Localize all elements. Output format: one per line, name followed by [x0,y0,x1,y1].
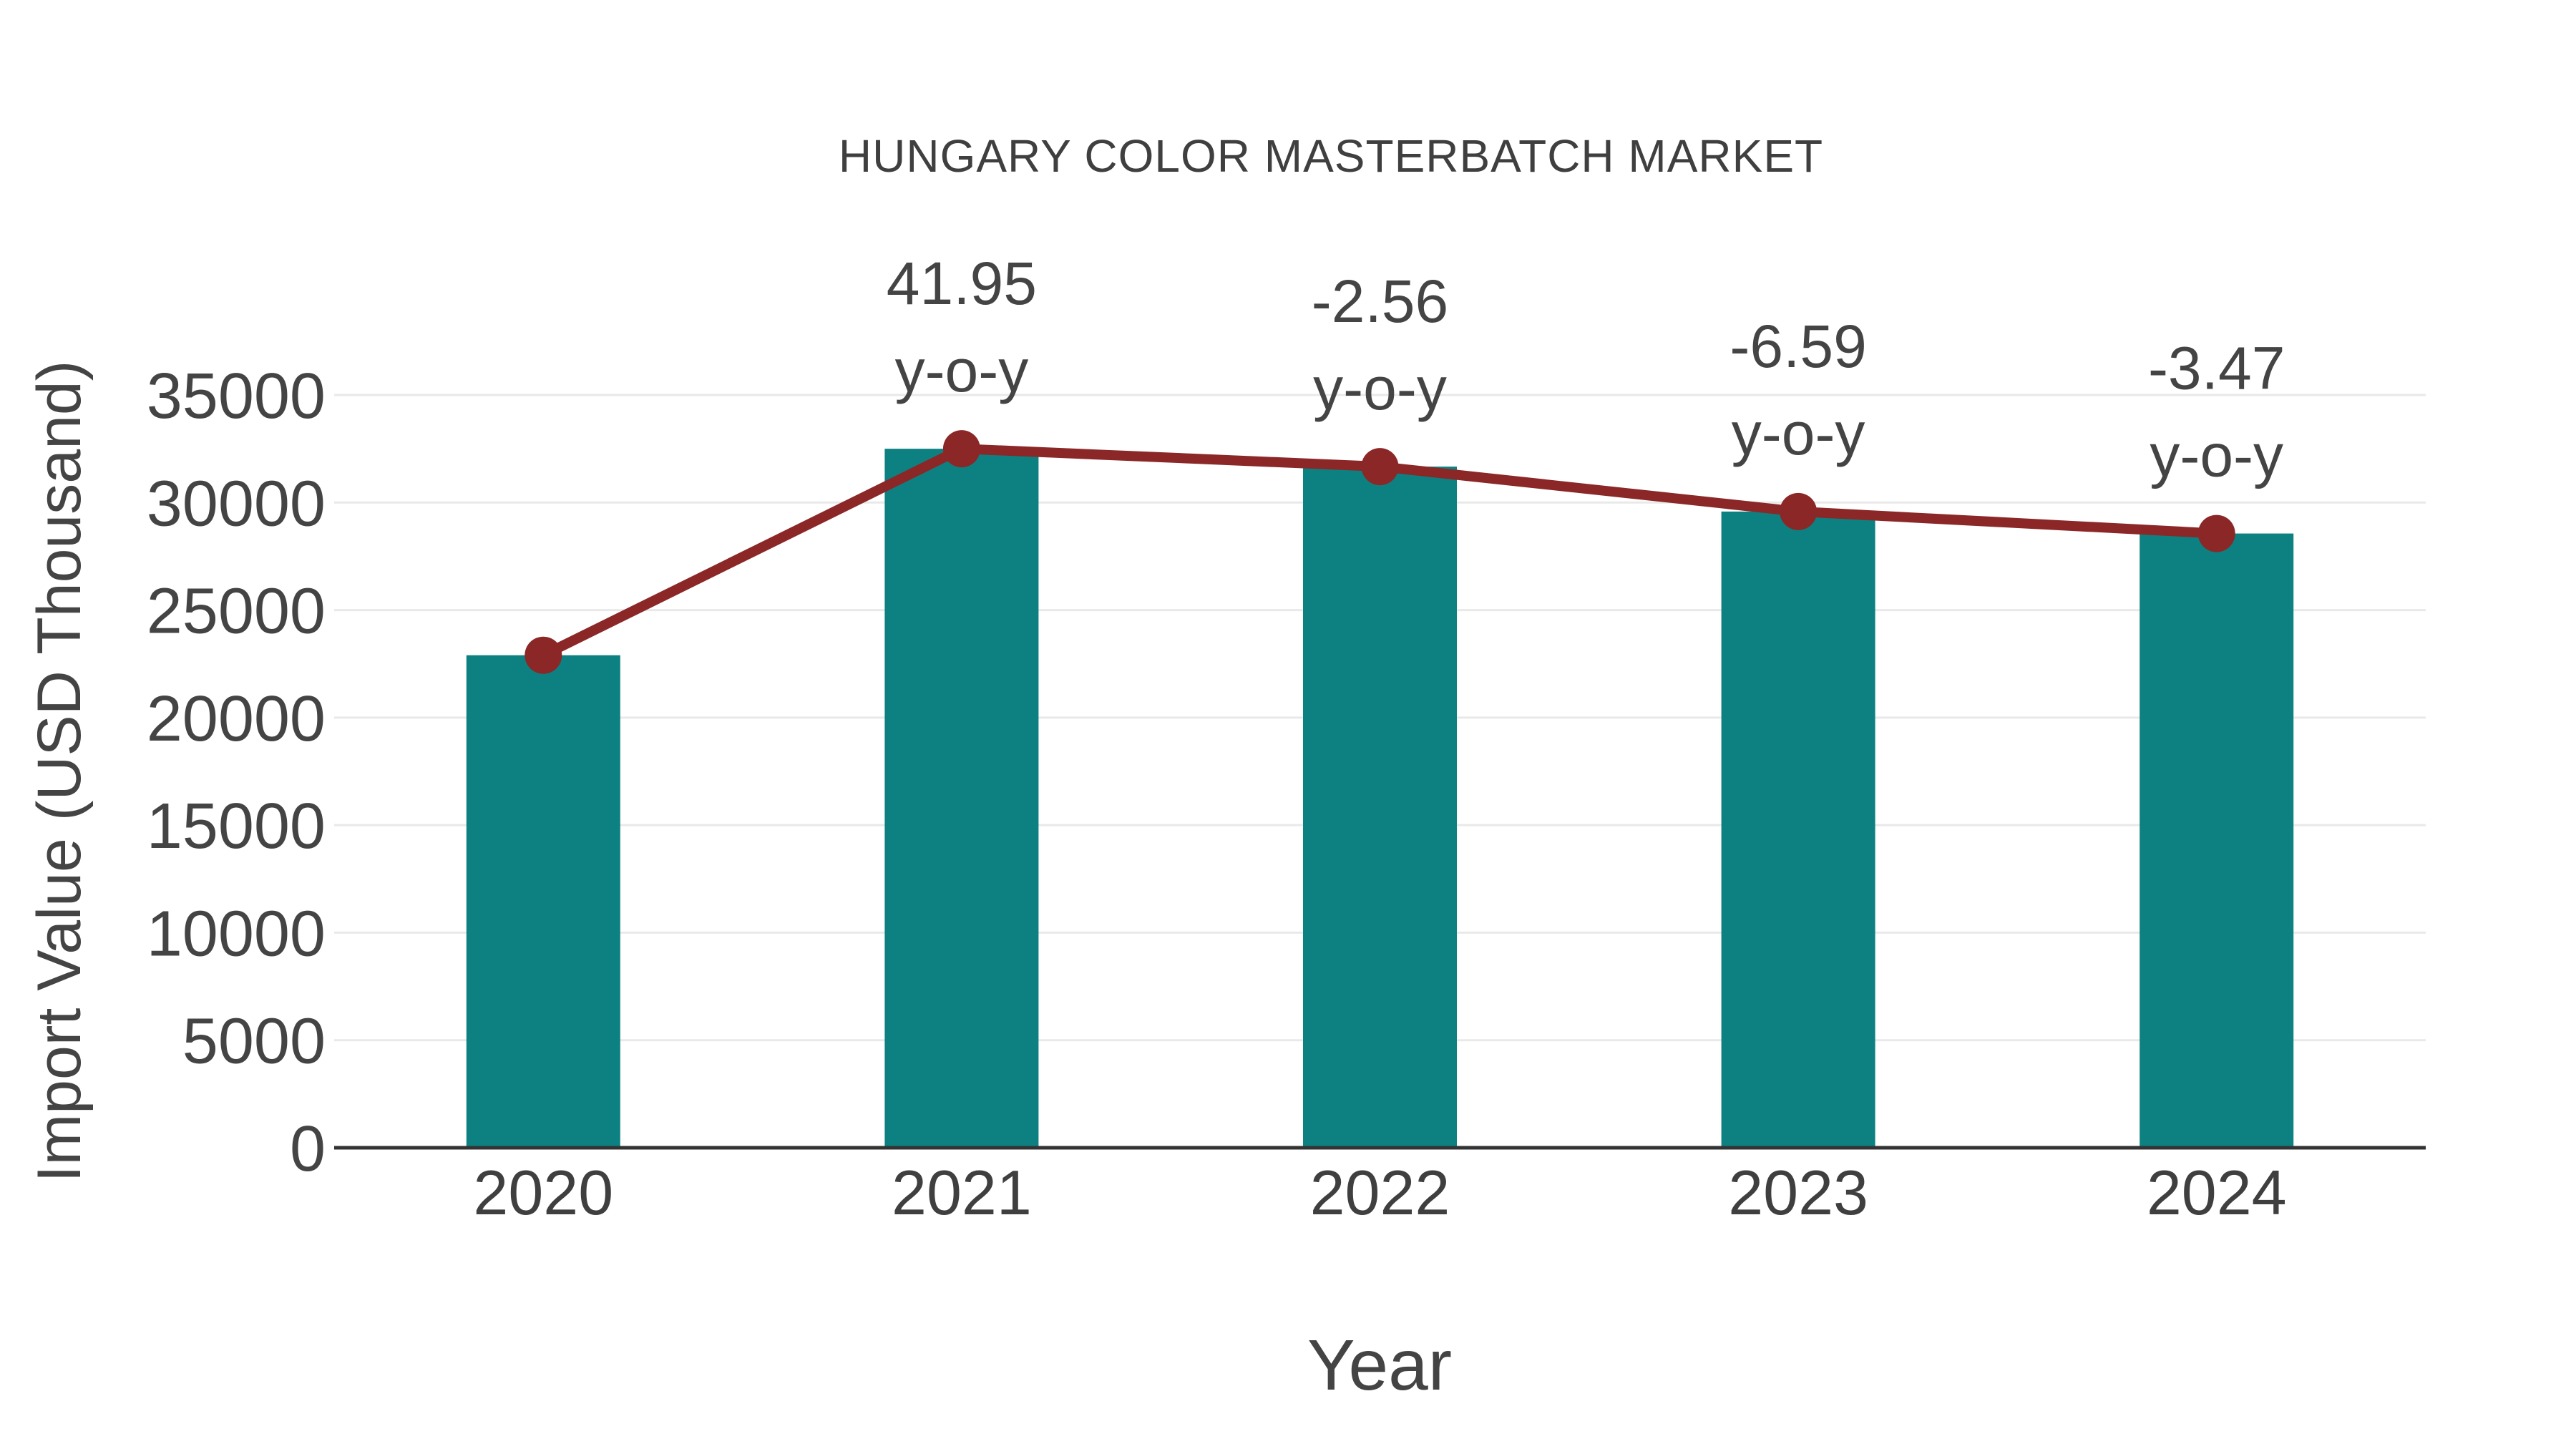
annotation-yoy-2022: y-o-y [1313,355,1447,422]
bars [466,449,2294,1148]
bar-2023 [1721,511,1875,1148]
x-tick-2020: 2020 [473,1157,613,1228]
chart-title: HUNGARY COLOR MASTERBATCH MARKET [839,130,1823,182]
y-tick-10000: 10000 [147,898,326,970]
y-tick-5000: 5000 [182,1006,326,1078]
annotation-yoy-2024: y-o-y [2150,422,2283,489]
bar-2020 [466,655,620,1148]
y-tick-30000: 30000 [147,468,326,540]
marker-2021 [942,430,980,468]
y-tick-25000: 25000 [147,576,326,648]
y-tick-0: 0 [290,1113,326,1185]
annotation-value-2022: -2.56 [1312,268,1448,335]
y-tick-35000: 35000 [147,361,326,432]
annotation-value-2023: -6.59 [1729,313,1866,380]
marker-2023 [1780,492,1818,530]
marker-2020 [525,636,562,674]
bar-2021 [884,449,1039,1148]
y-tick-20000: 20000 [147,683,326,755]
bar-2024 [2140,533,2294,1148]
bar-2022 [1303,467,1457,1148]
marker-2022 [1361,448,1399,486]
x-tick-2024: 2024 [2147,1157,2287,1228]
x-axis-title: Year [1307,1325,1452,1405]
annotation-value-2024: -3.47 [2148,335,2285,402]
annotation-yoy-2021: y-o-y [895,337,1029,404]
x-tick-2023: 2023 [1728,1157,1868,1228]
y-tick-15000: 15000 [147,791,326,862]
x-tick-2022: 2022 [1310,1157,1450,1228]
y-axis-title: Import Value (USD Thousand) [25,361,94,1183]
x-tick-2021: 2021 [892,1157,1032,1228]
annotation-value-2021: 41.95 [887,250,1037,317]
marker-2024 [2197,514,2235,552]
labels: 0 5000 10000 15000 20000 25000 30000 35000 2020 2… [147,250,2287,1228]
trend-line [525,430,2235,674]
annotation-yoy-2023: y-o-y [1732,400,1865,467]
